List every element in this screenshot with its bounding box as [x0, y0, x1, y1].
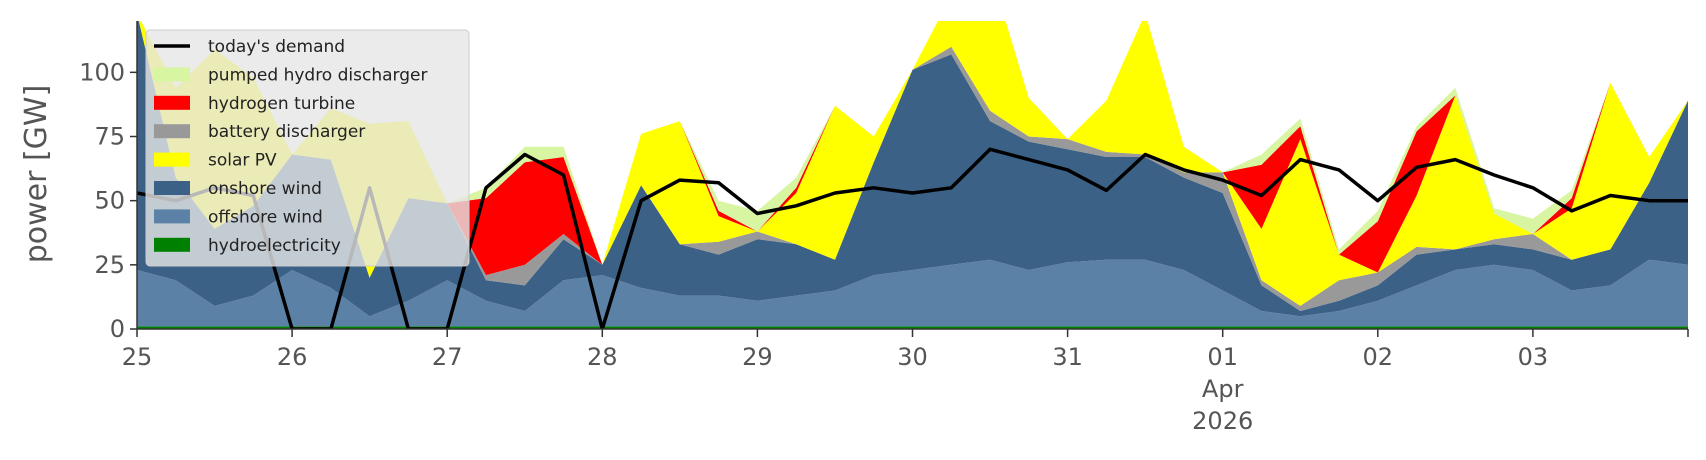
legend-swatch [154, 152, 190, 167]
area-offshore-wind [137, 259, 1688, 327]
x-tick-label: 28 [587, 343, 618, 371]
x-tick-label: 01 [1207, 343, 1238, 371]
legend-label: offshore wind [208, 207, 323, 227]
x-tick-label: 31 [1052, 343, 1083, 371]
y-tick-label: 0 [110, 315, 125, 343]
x-tick-label: 27 [432, 343, 463, 371]
legend-label: today's demand [208, 37, 345, 57]
x-tick-label: 30 [897, 343, 928, 371]
x-tick-sublabel: Apr [1202, 375, 1244, 403]
legend-label: onshore wind [208, 179, 322, 199]
demand-line-group [137, 147, 1688, 329]
legend-swatch [154, 237, 190, 252]
y-tick-label: 75 [94, 123, 125, 151]
legend-label: solar PV [208, 151, 277, 171]
y-axis-label: power [GW] [19, 85, 54, 264]
legend-box [145, 29, 470, 267]
x-tick-label: 03 [1518, 343, 1549, 371]
y-tick-label: 50 [94, 187, 125, 215]
x-tick-label: 26 [277, 343, 308, 371]
legend-swatch [154, 124, 190, 139]
legend-label: hydroelectricity [208, 236, 341, 256]
legend-swatch [154, 181, 190, 195]
legend-swatch [154, 67, 190, 82]
legend-label: battery discharger [208, 122, 365, 142]
x-tick-sublabel: 2026 [1192, 407, 1253, 435]
legend-label: hydrogen turbine [208, 94, 355, 114]
x-tick-label: 02 [1363, 343, 1394, 371]
legend-swatch [154, 95, 190, 110]
legend-label: pumped hydro discharger [208, 65, 427, 85]
x-tick-label: 25 [122, 343, 153, 371]
demand-line [137, 147, 1688, 329]
legend-swatch [154, 209, 190, 224]
y-tick-label: 25 [94, 251, 125, 279]
legend: today's demand pumped hydro discharger hyd… [145, 29, 470, 267]
area-solar-pv [138, 21, 1688, 306]
area-hydrogen-turbine [141, 21, 1688, 276]
y-tick-label: 100 [79, 58, 125, 86]
area-onshore-wind [137, 21, 1688, 317]
x-tick-label: 29 [742, 343, 773, 371]
